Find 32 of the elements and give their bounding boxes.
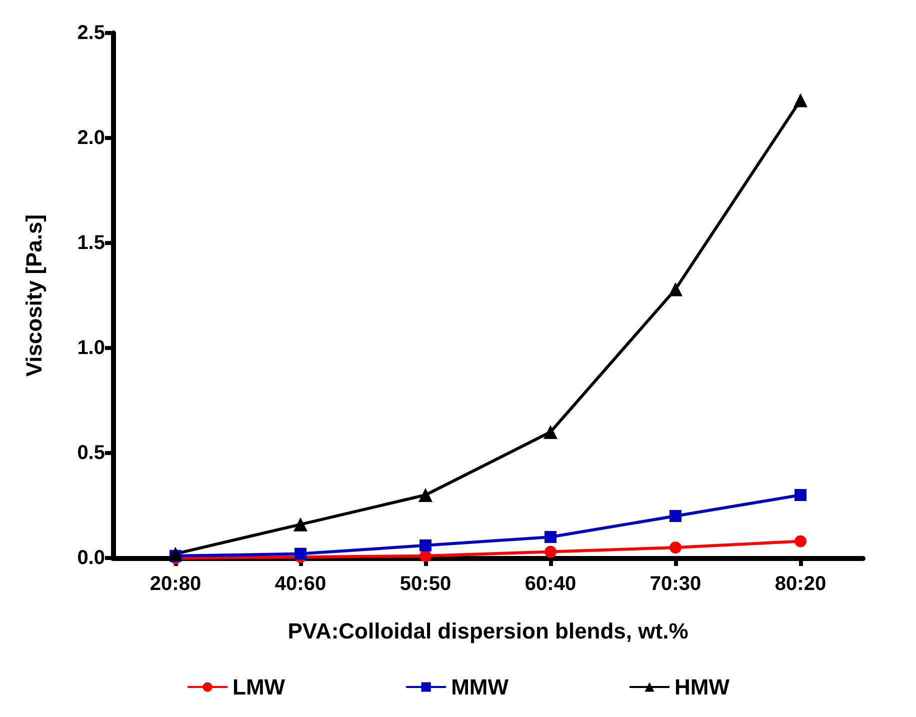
legend-label: LMW bbox=[232, 674, 286, 700]
x-tick-label: 80:20 bbox=[774, 573, 826, 595]
x-tick-label: 40:60 bbox=[274, 573, 326, 595]
point bbox=[294, 517, 308, 532]
point bbox=[418, 488, 432, 502]
y-tick-label: 1.0 bbox=[77, 337, 105, 359]
x-tick-label: 50:50 bbox=[400, 573, 452, 595]
y-tick-label: 1.5 bbox=[77, 232, 105, 254]
y-tick-label: 2.0 bbox=[77, 127, 105, 149]
point bbox=[544, 425, 558, 439]
point bbox=[544, 546, 556, 558]
point bbox=[420, 539, 432, 552]
legend-label: MMW bbox=[451, 674, 509, 700]
y-tick-label: 2.5 bbox=[77, 22, 105, 44]
point bbox=[668, 282, 682, 296]
x-tick-label: 20:80 bbox=[150, 573, 202, 595]
x-tick-label: 60:40 bbox=[524, 573, 576, 595]
point bbox=[294, 548, 306, 560]
point bbox=[544, 531, 556, 543]
x-tick-label: 70:30 bbox=[650, 573, 702, 595]
point bbox=[794, 93, 808, 108]
point bbox=[670, 510, 682, 522]
y-tick-label: 0.5 bbox=[77, 442, 105, 464]
y-axis-title: Viscosity [Pa.s] bbox=[22, 214, 46, 377]
point bbox=[794, 535, 806, 548]
point bbox=[420, 550, 432, 562]
point bbox=[168, 546, 182, 561]
legend-label: HMW bbox=[674, 674, 730, 700]
point bbox=[794, 489, 806, 501]
y-tick-label: 0.0 bbox=[77, 547, 105, 569]
x-axis-title: PVA:Colloidal dispersion blends, wt.% bbox=[288, 618, 688, 644]
point bbox=[670, 542, 682, 554]
